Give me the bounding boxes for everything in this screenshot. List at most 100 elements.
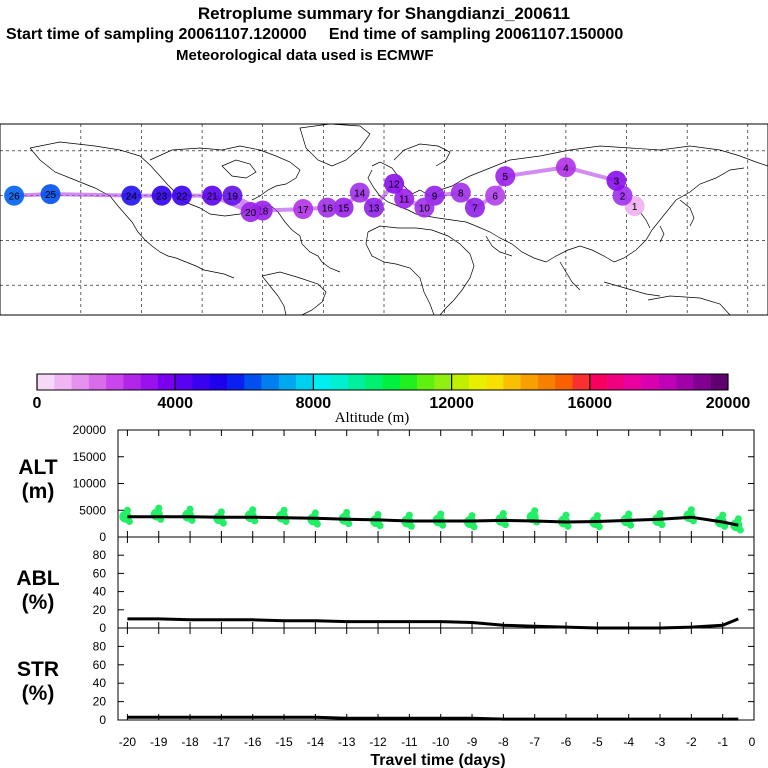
- plume-marker-label: 26: [9, 192, 21, 203]
- colorbar-swatch: [37, 374, 55, 390]
- plume-marker-dot: [394, 188, 415, 209]
- alt-point: [719, 511, 727, 519]
- plume-marker-dot: [606, 170, 627, 191]
- alt-point: [736, 526, 744, 534]
- alt-point: [376, 522, 384, 530]
- colorbar-swatch: [313, 374, 331, 390]
- plume-marker: 10: [414, 197, 435, 218]
- alt-point: [123, 506, 131, 514]
- y-tick-label: 20000: [73, 423, 107, 437]
- colorbar-swatch: [676, 374, 694, 390]
- panel-frame: [117, 536, 755, 629]
- x-tick-label: -6: [561, 735, 572, 749]
- plume-marker-label: 18: [257, 207, 269, 218]
- alt-point: [531, 507, 539, 515]
- colorbar-swatch: [434, 374, 452, 390]
- plume-marker-dot: [202, 185, 223, 206]
- plume-marker-dot: [450, 182, 471, 203]
- panel-ylabel: ALT: [18, 456, 57, 479]
- colorbar-swatch: [278, 374, 297, 390]
- plume-marker: 21: [202, 185, 223, 206]
- colorbar-tick-label: 4000: [157, 395, 193, 412]
- y-tick-label: 60: [93, 658, 107, 672]
- alt-point: [595, 523, 603, 531]
- y-tick-label: 60: [93, 566, 107, 580]
- colorbar-swatch: [520, 374, 539, 390]
- x-tick-label: -17: [213, 735, 231, 749]
- colorbar-swatch: [106, 374, 124, 390]
- alt-point: [734, 515, 742, 523]
- y-tick-label: 0: [99, 713, 106, 727]
- x-tick-label: -13: [338, 735, 356, 749]
- plume-marker-dot: [317, 197, 338, 218]
- plume-marker-label: 8: [458, 189, 464, 200]
- plume-marker-dot: [121, 185, 142, 206]
- alt-point: [311, 509, 319, 517]
- plume-marker: 12: [384, 173, 405, 194]
- colorbar-swatch: [261, 374, 280, 390]
- plume-marker-label: 15: [338, 204, 350, 215]
- x-tick-label: -1: [717, 735, 728, 749]
- y-tick-label: 40: [93, 676, 107, 690]
- plume-marker-label: 20: [245, 208, 257, 219]
- met-data-note: Meteorological data used is ECMWF: [176, 47, 434, 64]
- colorbar-swatch: [693, 374, 712, 390]
- plume-marker-dot: [384, 173, 405, 194]
- colorbar-swatch: [54, 374, 72, 390]
- plume-marker-label: 21: [207, 192, 219, 203]
- colorbar-swatch: [365, 374, 383, 390]
- plume-marker-label: 11: [399, 195, 410, 206]
- plume-marker-dot: [555, 157, 576, 178]
- colorbar-swatch: [330, 374, 349, 390]
- plume-marker-label: 25: [45, 190, 57, 201]
- x-tick-label: 0: [749, 735, 756, 749]
- alt-point: [721, 522, 729, 530]
- plume-marker: 15: [333, 197, 354, 218]
- plume-marker-dot: [363, 197, 384, 218]
- plume-marker-label: 4: [563, 163, 569, 174]
- alt-point: [437, 510, 445, 518]
- colorbar-swatch: [296, 374, 314, 390]
- colorbar-swatch: [658, 374, 677, 390]
- colorbar-swatch: [192, 374, 211, 390]
- x-tick-label: -14: [307, 735, 325, 749]
- alt-point: [374, 511, 382, 519]
- colorbar-swatch: [503, 374, 521, 390]
- plume-marker-dot: [485, 185, 506, 206]
- x-tick-label: -8: [498, 735, 509, 749]
- alt-point: [439, 521, 447, 529]
- alt-point: [188, 516, 196, 524]
- chart-title: Retroplume summary for Shangdianzi_20061…: [197, 4, 571, 23]
- panel-ylabel: ABL: [16, 567, 59, 590]
- plume-marker-dot: [333, 197, 354, 218]
- plume-marker-label: 23: [156, 192, 168, 203]
- plume-marker-dot: [222, 185, 243, 206]
- x-tick-label: -2: [686, 735, 697, 749]
- y-tick-label: 80: [93, 548, 107, 562]
- plume-marker-label: 1: [632, 202, 638, 213]
- plume-marker: 25: [40, 184, 61, 205]
- alt-point: [627, 521, 635, 529]
- x-tick-label: -16: [244, 735, 262, 749]
- panel-alt: 20000 15000 10000 5000 0 ALT(m): [18, 423, 755, 544]
- alt-point: [282, 517, 290, 525]
- plume-marker-dot: [464, 197, 485, 218]
- alt-point: [468, 512, 476, 520]
- coastlines: [29, 123, 768, 316]
- alt-point: [249, 506, 257, 514]
- panel-abl: 80 60 40 20 0 ABL(%): [16, 536, 755, 635]
- y-tick-label: 20: [93, 603, 107, 617]
- panel-str: 80 60 40 20 0 STR(%): [17, 627, 755, 727]
- plume-marker: 6: [485, 185, 506, 206]
- colorbar-swatch: [209, 374, 228, 390]
- colorbar-ticks: 0 4000 8000 12000 16000 20000: [33, 374, 750, 412]
- colorbar-swatch: [555, 374, 573, 390]
- alt-point: [251, 517, 259, 525]
- plume-marker-label: 3: [614, 177, 620, 188]
- colorbar-tick-label: 8000: [296, 395, 332, 412]
- plume-marker-label: 14: [354, 189, 366, 200]
- x-axis-label: Travel time (days): [370, 752, 505, 768]
- alt-point: [217, 508, 225, 516]
- plume-marker-label: 5: [502, 172, 508, 183]
- altitude-colorbar: 0 4000 8000 12000 16000 20000 Altitude (m): [33, 373, 750, 426]
